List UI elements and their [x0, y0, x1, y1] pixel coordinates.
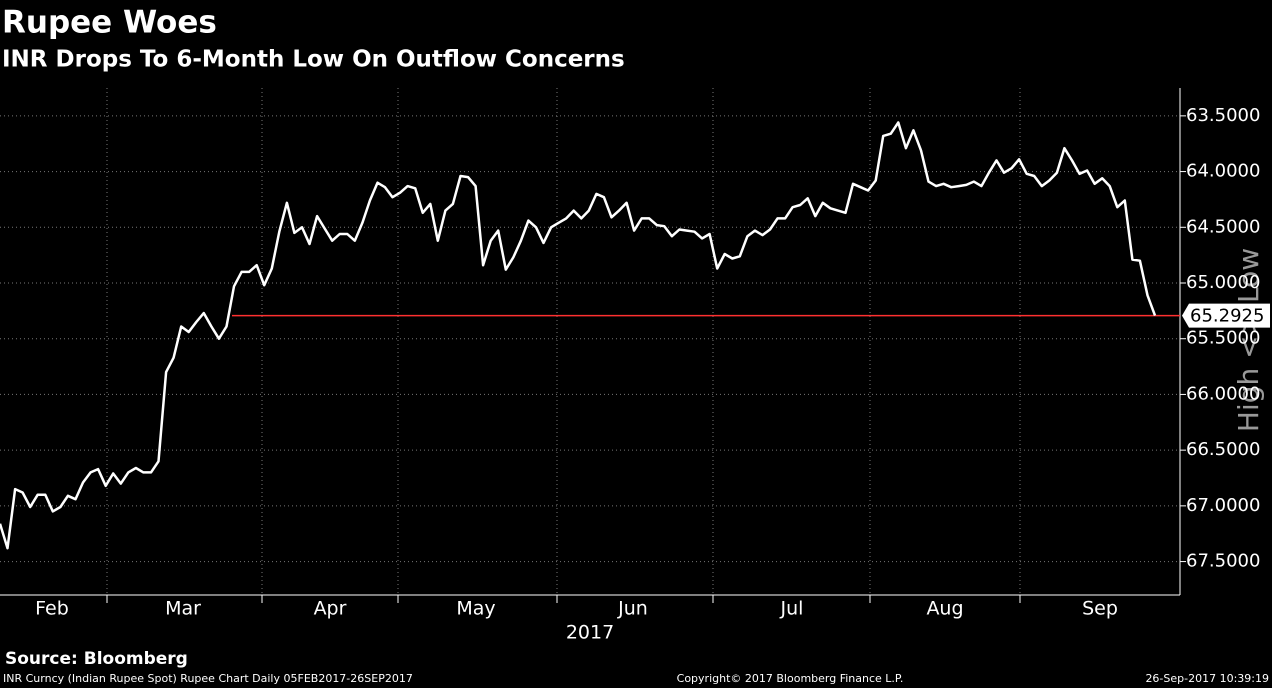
- x-tick-label: Sep: [1082, 598, 1118, 620]
- last-value-label: 65.2925: [1190, 306, 1264, 327]
- x-tick-label: Mar: [165, 598, 201, 620]
- y-tick-label: 65.0000: [1186, 272, 1260, 293]
- x-tick-label: May: [456, 598, 495, 620]
- y-tick-label: 65.5000: [1186, 328, 1260, 349]
- x-tick-label: Feb: [35, 598, 69, 620]
- y-tick-label: 66.0000: [1186, 383, 1260, 404]
- direction-annotation: High <> Low: [1232, 248, 1265, 432]
- footer-right: 26-Sep-2017 10:39:19: [1145, 672, 1269, 685]
- y-tick-label: 67.5000: [1186, 551, 1260, 572]
- price-line: [0, 121, 1157, 550]
- y-tick-label: 63.5000: [1186, 105, 1260, 126]
- x-tick-label: Jul: [780, 598, 804, 620]
- chart-subtitle: INR Drops To 6-Month Low On Outflow Conc…: [2, 47, 625, 73]
- y-tick-label: 66.5000: [1186, 439, 1260, 460]
- source: Source: Bloomberg: [5, 649, 188, 669]
- y-tick-label: 64.0000: [1186, 161, 1260, 182]
- footer-center: Copyright© 2017 Bloomberg Finance L.P.: [677, 672, 904, 685]
- x-tick-label: Jun: [617, 598, 648, 620]
- x-axis-label: 2017: [566, 622, 614, 644]
- last-value-box: [1182, 303, 1270, 328]
- footer-left: INR Curncy (Indian Rupee Spot) Rupee Cha…: [3, 672, 413, 685]
- y-tick-label: 67.0000: [1186, 495, 1260, 516]
- y-tick-label: 64.5000: [1186, 216, 1260, 237]
- x-tick-label: Aug: [926, 598, 963, 620]
- chart-title: Rupee Woes: [2, 5, 217, 41]
- x-tick-label: Apr: [314, 598, 347, 620]
